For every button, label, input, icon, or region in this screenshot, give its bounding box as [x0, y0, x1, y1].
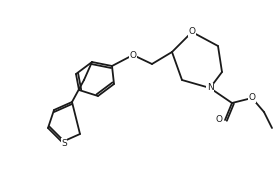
Text: S: S: [61, 139, 67, 148]
Text: N: N: [207, 83, 213, 92]
Text: O: O: [130, 51, 136, 59]
Text: O: O: [188, 27, 196, 36]
Text: O: O: [216, 115, 223, 124]
Text: O: O: [249, 93, 255, 102]
